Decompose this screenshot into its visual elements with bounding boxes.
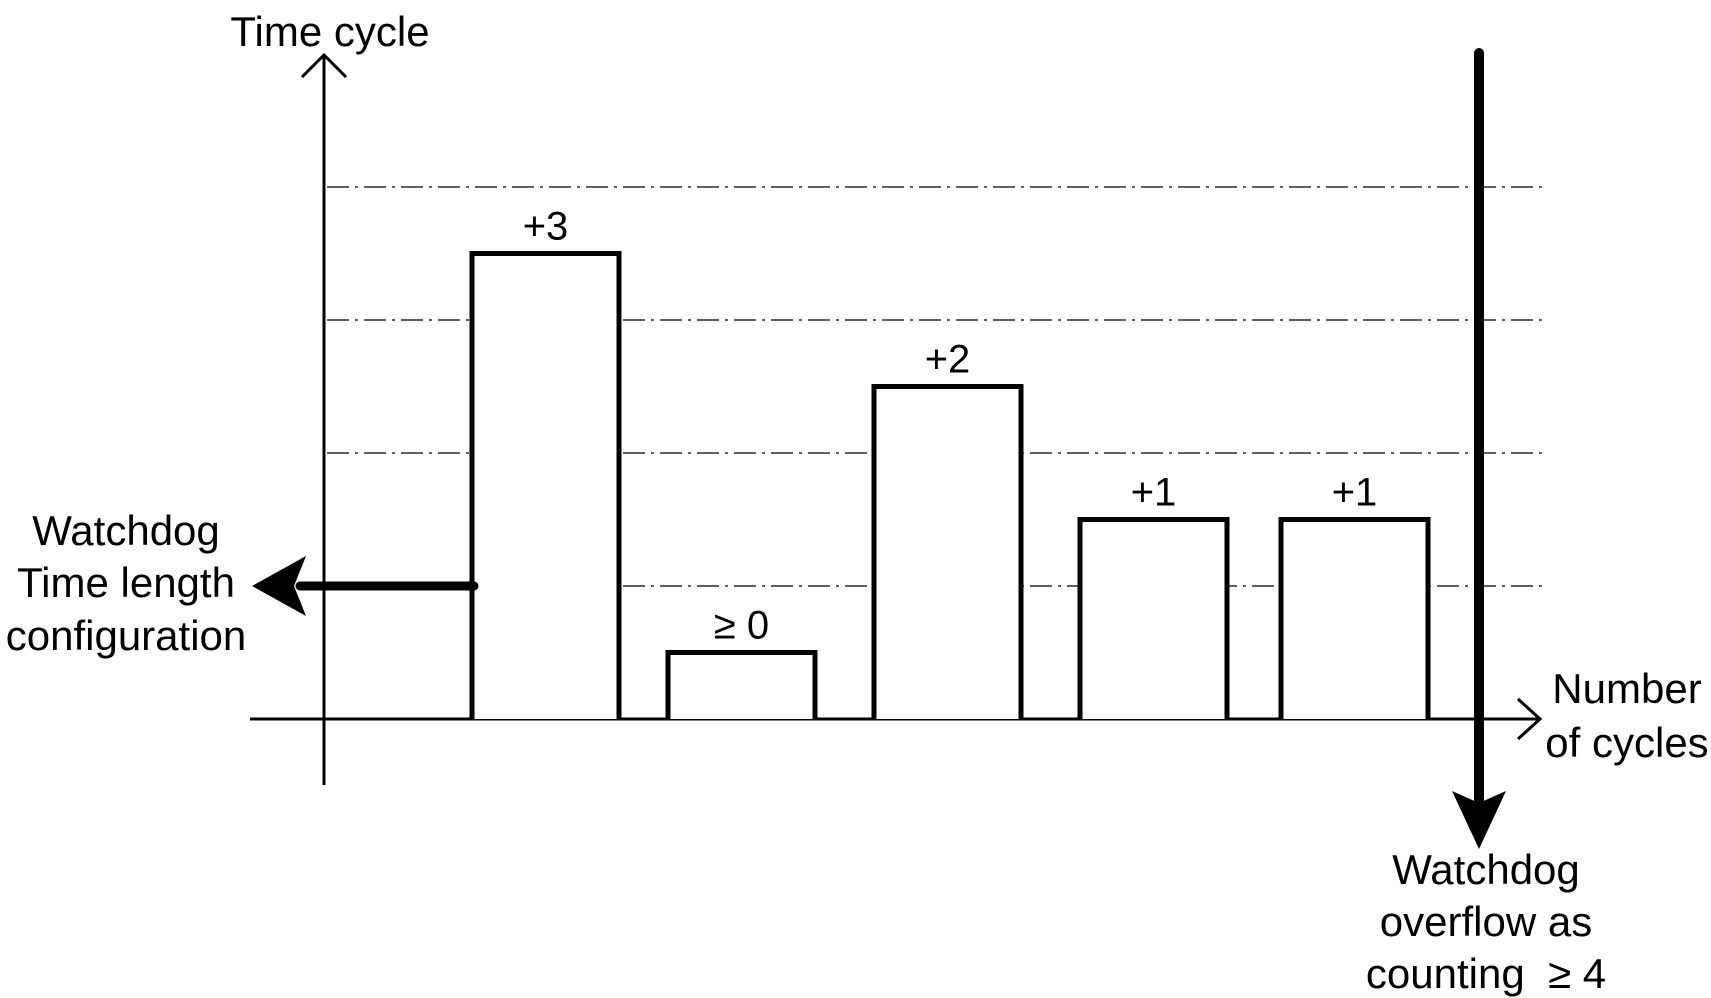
bar-5-label: +1 (1332, 471, 1378, 515)
watchdog-config-arrowhead (252, 556, 306, 616)
bar-1 (469, 251, 622, 719)
watchdog-overflow-label-line-3: counting ≥ 4 (1366, 950, 1606, 997)
bars: +3 ≥ 0 +2 +1 +1 (469, 205, 1431, 719)
bar-5 (1278, 517, 1431, 719)
watchdog-overflow-arrowhead (1452, 791, 1506, 849)
bar-3-label: +2 (925, 338, 971, 382)
bar-1-label: +3 (523, 205, 569, 249)
y-axis-label: Time cycle (230, 8, 429, 55)
bar-4-label: +1 (1131, 471, 1177, 515)
bar-2 (665, 650, 818, 719)
x-axis-arrowhead (1516, 697, 1543, 741)
y-axis-arrowhead (300, 52, 348, 79)
watchdog-overflow-label-line-1: Watchdog (1392, 846, 1580, 893)
watchdog-overflow-label-line-2: overflow as (1380, 898, 1592, 945)
bar-2-label: ≥ 0 (714, 604, 769, 648)
watchdog-config-label-line-1: Watchdog (32, 507, 220, 554)
bar-3 (871, 384, 1024, 719)
watchdog-config-label-line-2: Time length (17, 559, 235, 606)
x-axis-label-line-2: of cycles (1545, 719, 1708, 766)
bar-4 (1077, 517, 1230, 719)
watchdog-config-label-line-3: configuration (6, 612, 247, 659)
x-axis-label-line-1: Number (1552, 665, 1701, 712)
